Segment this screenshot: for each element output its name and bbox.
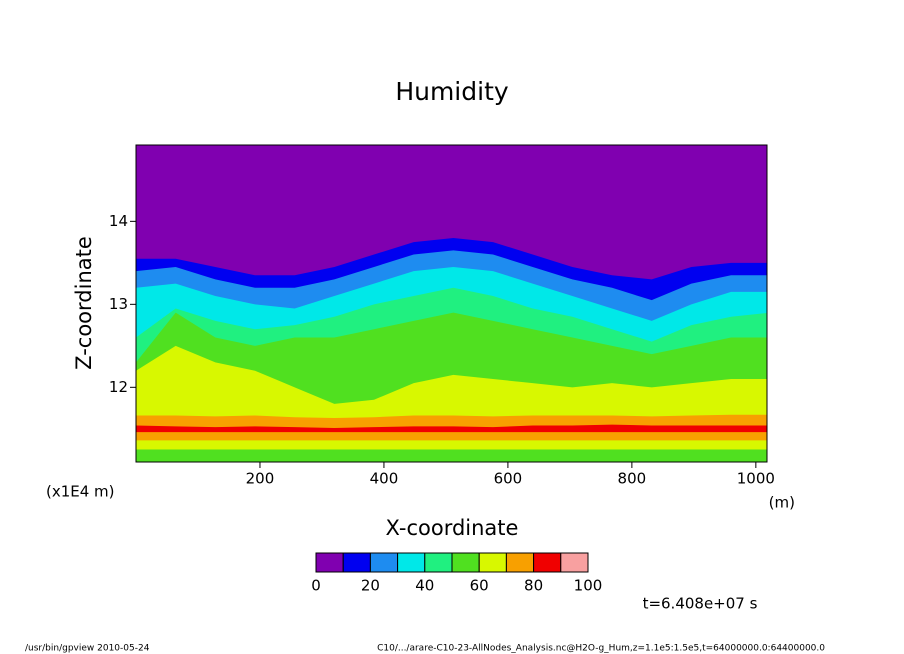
colorbar-box [369, 552, 399, 573]
colorbar-box [342, 552, 371, 573]
colorbar-label: 80 [524, 577, 543, 595]
x-tick-label: 400 [370, 470, 399, 488]
plot-frame [135, 144, 768, 463]
colorbar-label: 20 [361, 577, 380, 595]
x-tick-label: 800 [618, 470, 647, 488]
y-axis-label: Z-coordinate [72, 236, 96, 370]
time-label: t=6.408e+07 s [643, 595, 758, 613]
colorbar-box [505, 552, 535, 573]
footer-left: /usr/bin/gpview 2010-05-24 [25, 644, 150, 654]
colorbar-box [560, 552, 589, 573]
colorbar-box [397, 552, 426, 573]
colorbar-label: 100 [574, 577, 603, 595]
colorbar-box [315, 552, 344, 573]
y-tick-label: 12 [109, 378, 128, 396]
colorbar-label: 60 [470, 577, 489, 595]
colorbar-box [533, 552, 562, 573]
colorbar-label: 40 [415, 577, 434, 595]
x-unit: (m) [769, 494, 795, 512]
x-tick-label: 1000 [737, 470, 775, 488]
x-tick-label: 600 [494, 470, 523, 488]
x-tick-label: 200 [246, 470, 275, 488]
footer-right: C10/.../arare-C10-23-AllNodes_Analysis.n… [377, 644, 825, 654]
y-tick-label: 14 [109, 212, 128, 230]
contour-band [136, 449, 767, 462]
colorbar-box [451, 552, 480, 573]
y-unit: (x1E4 m) [46, 483, 115, 501]
colorbar-box [424, 552, 453, 573]
chart-title: Humidity [395, 77, 509, 106]
y-tick-label: 13 [109, 295, 128, 313]
x-axis-label: X-coordinate [386, 516, 519, 540]
colorbar-label: 0 [311, 577, 321, 595]
colorbar-box [478, 552, 507, 573]
